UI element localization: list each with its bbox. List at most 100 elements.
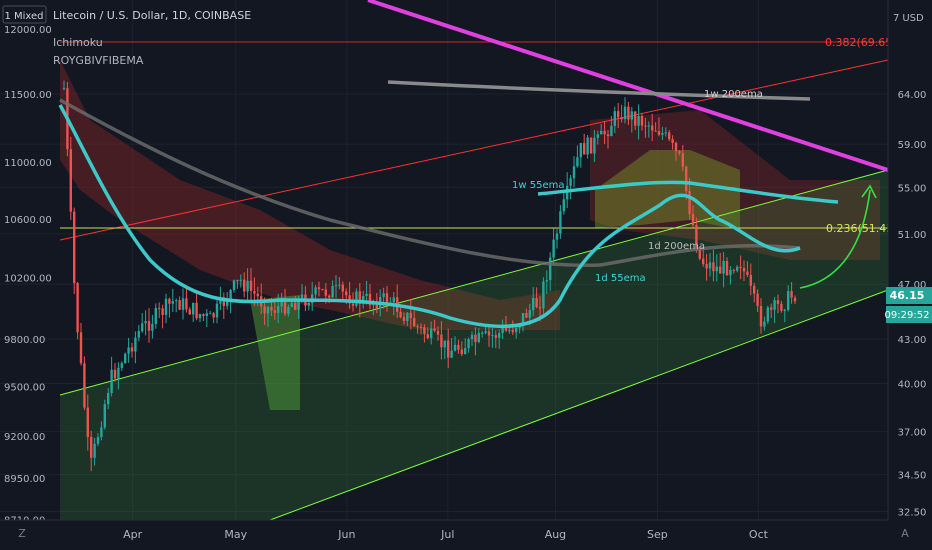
candle-body: [175, 300, 178, 302]
ema-1w55-label: 1w 55ema: [512, 180, 564, 191]
timezone-icon[interactable]: Z: [18, 527, 26, 540]
candle-body: [770, 307, 773, 310]
time-axis: Apr May Jun Jul Aug Sep Oct: [123, 528, 768, 541]
candle-body: [559, 211, 562, 234]
candle-body: [277, 306, 280, 313]
candle-body: [158, 307, 161, 309]
candle-body: [749, 274, 752, 286]
candle-body: [674, 142, 678, 152]
candle-body: [130, 347, 134, 352]
right-axis-panel[interactable]: [888, 0, 932, 520]
time-axis-panel[interactable]: [0, 520, 932, 550]
candle-body: [392, 297, 395, 303]
projection-arrowhead: [861, 184, 877, 199]
candle-body: [569, 178, 572, 186]
candle-body: [481, 332, 484, 334]
candle-body: [511, 330, 514, 333]
candle-body: [436, 330, 440, 335]
candle-body: [266, 306, 270, 314]
green-channel-fill: [60, 170, 888, 520]
candle-body: [331, 285, 334, 298]
candle-body: [467, 339, 470, 349]
candle-body: [127, 347, 130, 354]
candle-body: [419, 326, 423, 328]
right-tick-label: 47.00: [898, 280, 927, 291]
symbol-title: Litecoin / U.S. Dollar, 1D, COINBASE: [53, 9, 251, 22]
candle-body: [243, 279, 246, 292]
cloud-red-left: [60, 60, 560, 330]
candlesticks: [62, 80, 797, 472]
candle-body: [603, 130, 606, 135]
left-tick-label: 10200.00: [4, 274, 52, 285]
candle-body: [576, 157, 579, 167]
candle-body: [620, 117, 623, 120]
bar-countdown: 09:29:52: [885, 310, 930, 321]
candle-body: [307, 303, 310, 306]
right-tick-label: 34.50: [898, 471, 927, 482]
candle-body: [362, 295, 365, 304]
countdown-badge: [886, 306, 932, 323]
ichimoku-cloud: [60, 60, 880, 410]
time-label: Sep: [647, 528, 668, 541]
candle-body: [756, 293, 759, 306]
candle-body: [763, 321, 766, 327]
cloud-green-may: [250, 295, 300, 410]
candle-body: [617, 111, 620, 118]
candle-body: [678, 151, 681, 154]
candle-body: [430, 328, 433, 339]
projection-arrow: [799, 189, 871, 289]
ema-1w55-line: [537, 180, 839, 204]
scale-mode-button[interactable]: [2, 5, 47, 24]
candle-body: [579, 143, 582, 158]
candle-body: [487, 331, 491, 336]
green-channel-lower: [269, 289, 889, 521]
auto-scale-icon[interactable]: A: [901, 527, 909, 540]
candle-body: [549, 257, 552, 281]
candle-body: [83, 363, 86, 408]
candle-body: [399, 311, 402, 318]
time-label: Jun: [337, 528, 355, 541]
time-label: Aug: [545, 528, 566, 541]
left-tick-label: 8950.00: [4, 474, 45, 485]
candle-body: [647, 125, 650, 127]
time-label: Apr: [123, 528, 143, 541]
left-tick-label: 9500.00: [4, 383, 45, 394]
candle-body: [263, 306, 266, 314]
candle-body: [413, 318, 416, 327]
candle-body: [759, 305, 763, 327]
candle-body: [630, 111, 633, 120]
candle-body: [314, 287, 317, 295]
candle-body: [113, 369, 117, 379]
candle-body: [144, 321, 147, 324]
candle-body: [477, 333, 480, 343]
candle-body: [776, 300, 780, 304]
candle-body: [685, 166, 688, 192]
candle-body: [154, 307, 157, 324]
candle-body: [290, 303, 293, 308]
candle-body: [702, 258, 705, 265]
candle-body: [120, 363, 123, 368]
right-tick-label: 43.00: [898, 335, 927, 346]
candle-body: [440, 334, 443, 348]
candle-body: [62, 88, 66, 90]
candle-body: [226, 300, 229, 306]
candle-body: [86, 407, 89, 437]
indicator-ichimoku[interactable]: Ichimoku: [53, 36, 103, 49]
candle-body: [117, 367, 120, 379]
candle-body: [688, 191, 691, 215]
candle-body: [474, 334, 477, 343]
candle-body: [270, 306, 273, 311]
candle-body: [722, 260, 725, 274]
candle-body: [69, 149, 72, 212]
candle-body: [181, 298, 185, 310]
ema-1w200-line: [387, 80, 811, 101]
candle-body: [654, 130, 657, 132]
right-tick-label: 59.00: [898, 140, 927, 151]
candle-body: [100, 427, 103, 438]
candle-body: [110, 369, 113, 394]
candle-body: [491, 335, 494, 337]
candle-body: [188, 309, 191, 315]
candle-body: [729, 269, 732, 276]
indicator-roygbivfibema[interactable]: ROYGBIVFIBEMA: [53, 54, 144, 67]
